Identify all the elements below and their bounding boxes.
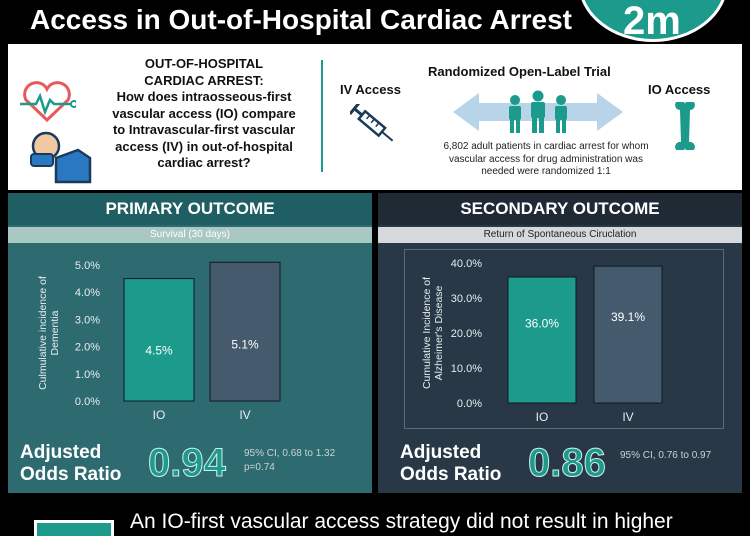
question-line: OUT-OF-HOSPITAL bbox=[144, 56, 264, 71]
secondary-chart-frame bbox=[404, 249, 724, 429]
y-tick-label: 1.0% bbox=[75, 369, 100, 381]
question-line: CARDIAC ARREST: bbox=[144, 72, 264, 88]
primary-outcome-heading: PRIMARY OUTCOME bbox=[8, 193, 372, 225]
ci-line: 95% CI, 0.68 to 1.32 bbox=[244, 448, 336, 459]
x-tick-label: IV bbox=[622, 410, 633, 424]
stat-label-line: Odds Ratio bbox=[400, 464, 502, 485]
primary-stat-row: Adjusted Odds Ratio 0.94 95% CI, 0.68 to… bbox=[8, 437, 372, 493]
secondary-outcome-heading: SECONDARY OUTCOME bbox=[378, 193, 742, 225]
x-tick-label: IO bbox=[536, 410, 549, 424]
question-line: How does intraosseous-first bbox=[116, 89, 292, 104]
bar-value-label: 5.1% bbox=[231, 337, 259, 351]
logo-text: 2m bbox=[623, 0, 681, 43]
bone-icon bbox=[675, 102, 695, 150]
conclusion-text: An IO-first vascular access strategy did… bbox=[130, 510, 673, 533]
question-line: to Intravascular-first vascular bbox=[112, 122, 296, 137]
y-tick-label: 0.0% bbox=[75, 396, 100, 408]
syringe-icon bbox=[350, 104, 394, 142]
bar-value-label: 36.0% bbox=[525, 316, 559, 330]
y-tick-label: 0.0% bbox=[457, 398, 482, 410]
trial-desc-line: vascular access for drug administration … bbox=[449, 153, 643, 165]
study-question: OUT-OF-HOSPITAL CARDIAC ARREST: How does… bbox=[104, 56, 304, 172]
trial-desc-line: needed were randomized 1:1 bbox=[481, 166, 611, 177]
primary-stat-label: Adjusted Odds Ratio bbox=[20, 442, 121, 486]
y-tick-label: 10.0% bbox=[451, 363, 482, 375]
stat-label-line: Adjusted bbox=[400, 442, 482, 463]
trial-description: 6,802 adult patients in cardiac arrest f… bbox=[426, 141, 666, 179]
question-line: vascular access (IO) compare bbox=[112, 105, 296, 121]
bar-value-label: 4.5% bbox=[145, 343, 173, 357]
y-axis-label: Culmulative incidence of bbox=[37, 276, 49, 390]
primary-odds-ratio-value: 0.94 bbox=[148, 441, 227, 486]
y-axis-label: Cumulative Incidence of bbox=[421, 277, 433, 389]
y-tick-label: 4.0% bbox=[75, 287, 100, 299]
question-line: access (IV) in out-of-hospital bbox=[115, 138, 293, 154]
patient-icon bbox=[30, 131, 92, 184]
p-value-line: p=0.74 bbox=[244, 462, 275, 473]
title-bar: Access in Out-of-Hospital Cardiac Arrest… bbox=[0, 0, 750, 44]
secondary-odds-ratio-value: 0.86 bbox=[528, 441, 607, 486]
io-access-label: IO Access bbox=[648, 82, 711, 97]
y-tick-label: 20.0% bbox=[451, 328, 482, 340]
secondary-outcome-subheading: Return of Spontaneous Ciruclation bbox=[378, 227, 742, 243]
y-tick-label: 2.0% bbox=[75, 342, 100, 354]
primary-outcome-subheading: Survival (30 days) bbox=[8, 227, 372, 243]
trial-title: Randomized Open-Label Trial bbox=[428, 64, 611, 79]
brand-logo: 2m bbox=[578, 0, 728, 43]
y-tick-label: 3.0% bbox=[75, 314, 100, 326]
primary-outcome-chart: 0.0% 1.0% 2.0% 3.0% 4.0% 5.0% Culmulative inci… bbox=[37, 260, 281, 422]
x-tick-label: IO bbox=[153, 408, 166, 422]
y-tick-label: 5.0% bbox=[75, 260, 100, 272]
heart-monitor-icon bbox=[20, 81, 76, 123]
secondary-stat-row: Adjusted Odds Ratio 0.86 95% CI, 0.76 to… bbox=[378, 437, 742, 493]
page-title: Access in Out-of-Hospital Cardiac Arrest bbox=[30, 4, 572, 35]
y-tick-label: 30.0% bbox=[451, 293, 482, 305]
trial-desc-line: 6,802 adult patients in cardiac arrest f… bbox=[443, 141, 649, 152]
intro-panel: OUT-OF-HOSPITAL CARDIAC ARREST: How does… bbox=[8, 44, 742, 190]
bar-io bbox=[123, 278, 195, 402]
bar-io bbox=[507, 276, 577, 404]
ci-line: 95% CI, 0.76 to 0.97 bbox=[620, 450, 712, 461]
x-tick-label: IV bbox=[239, 408, 250, 422]
bar-iv bbox=[593, 265, 663, 404]
secondary-outcome-chart: 0.0% 10.0% 20.0% 30.0% 40.0% Cumulative Incid… bbox=[421, 258, 663, 424]
secondary-outcome-panel: SECONDARY OUTCOME Return of Spontaneous … bbox=[378, 193, 742, 493]
secondary-stat-label: Adjusted Odds Ratio bbox=[400, 442, 501, 486]
primary-outcome-panel: PRIMARY OUTCOME Survival (30 days) 0.0% 1… bbox=[8, 193, 372, 493]
intro-divider bbox=[321, 60, 323, 172]
y-axis-label: Dementia bbox=[49, 310, 61, 355]
iv-access-label: IV Access bbox=[340, 82, 401, 97]
secondary-confidence-interval: 95% CI, 0.76 to 0.97 bbox=[620, 449, 711, 463]
y-axis-label: Alzheimer's Disease bbox=[433, 285, 445, 380]
conclusion-bar: An IO-first vascular access strategy did… bbox=[8, 498, 742, 536]
primary-confidence-interval: 95% CI, 0.68 to 1.32 p=0.74 bbox=[244, 447, 335, 475]
conclusion-icon bbox=[34, 520, 114, 536]
stat-label-line: Adjusted bbox=[20, 442, 102, 463]
bar-iv bbox=[209, 261, 281, 402]
question-line: cardiac arrest? bbox=[157, 155, 251, 170]
y-tick-label: 40.0% bbox=[451, 258, 482, 270]
bar-value-label: 39.1% bbox=[611, 310, 645, 324]
people-icon bbox=[453, 90, 623, 133]
stat-label-line: Odds Ratio bbox=[20, 464, 122, 485]
